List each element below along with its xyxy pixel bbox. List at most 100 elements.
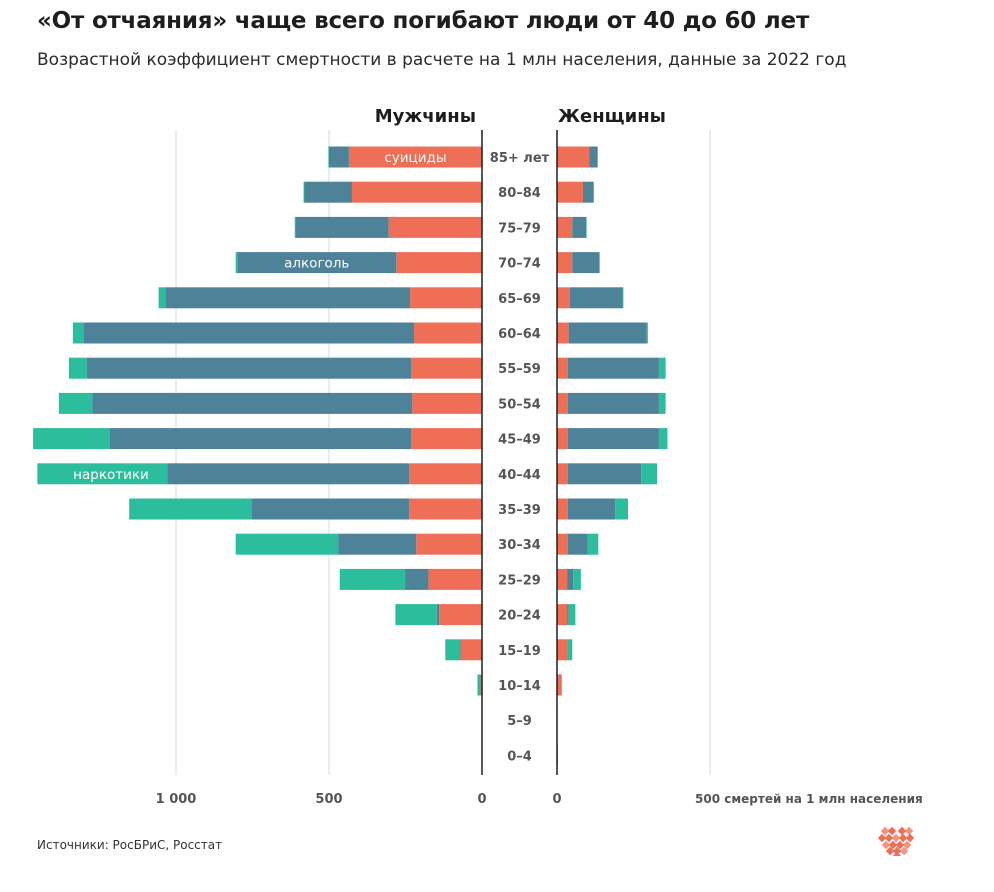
bar-women-suicide-5 <box>557 322 569 344</box>
category-label-4: 65–69 <box>498 292 541 307</box>
category-label-7: 50–54 <box>498 397 541 412</box>
bar-men-drugs-13 <box>395 604 437 626</box>
bar-women-suicide-11 <box>557 533 568 555</box>
annotation-alcohol-1: алкоголь <box>284 256 349 272</box>
bar-men-alcohol-0 <box>329 146 349 168</box>
bar-men-alcohol-5 <box>83 322 415 344</box>
bar-men-alcohol-4 <box>165 287 411 309</box>
bar-women-alcohol-2 <box>572 216 587 238</box>
annotation-alcohol-2: наркотики <box>73 467 149 483</box>
bar-men-alcohol-6 <box>86 357 412 379</box>
tick-label-men-500: 500 <box>315 792 342 807</box>
tick-label-men-1000: 1 000 <box>156 792 197 807</box>
bar-women-suicide-9 <box>557 463 568 485</box>
bar-men-suicide-2 <box>388 216 482 238</box>
bar-women-suicide-0 <box>557 146 590 168</box>
population-pyramid-chart: 85+ лет 80–84 75–79 70–74 65–69 60–64 55–59 50–… <box>33 106 923 807</box>
bar-men-suicide-11 <box>416 533 482 555</box>
bar-women-drugs-9 <box>641 463 658 485</box>
category-label-11: 30–34 <box>498 538 541 553</box>
bar-men-drugs-8 <box>33 428 110 450</box>
bar-men-drugs-0 <box>328 146 329 168</box>
bar-men-suicide-14 <box>460 639 482 661</box>
bar-women-alcohol-12 <box>567 568 574 590</box>
bar-men-suicide-0 <box>348 146 482 168</box>
bar-men-alcohol-14 <box>459 639 461 661</box>
category-label-17: 0–4 <box>507 749 532 764</box>
bar-men-alcohol-1 <box>304 181 352 203</box>
bar-women-suicide-14 <box>557 639 568 661</box>
bar-women-drugs-12 <box>573 568 581 590</box>
bar-women-suicide-7 <box>557 392 568 414</box>
bar-women-alcohol-14 <box>567 639 568 661</box>
category-label-15: 10–14 <box>498 679 541 694</box>
tick-label-women-0: 0 <box>552 792 561 807</box>
bar-women-alcohol-10 <box>567 498 616 520</box>
bar-men-suicide-8 <box>411 428 482 450</box>
panel-header-men: Мужчины <box>375 106 476 127</box>
bar-women-alcohol-7 <box>567 392 659 414</box>
category-label-8: 45–49 <box>498 433 541 448</box>
bar-men-drugs-4 <box>158 287 166 309</box>
bar-women-suicide-3 <box>557 252 573 274</box>
bar-men-suicide-6 <box>411 357 482 379</box>
bar-women-drugs-13 <box>568 604 576 626</box>
bar-men-alcohol-2 <box>295 216 389 238</box>
bar-men-drugs-5 <box>72 322 84 344</box>
bar-men-alcohol-12 <box>405 568 429 590</box>
bar-men-drugs-2 <box>294 216 296 238</box>
bar-men-alcohol-3 <box>237 252 397 274</box>
panel-header-women: Женщины <box>558 106 666 127</box>
annotation-suicide-0: суициды <box>384 150 446 166</box>
bar-men-suicide-4 <box>410 287 482 309</box>
bar-women-alcohol-11 <box>567 533 588 555</box>
bar-men-suicide-3 <box>396 252 482 274</box>
bar-men-drugs-11 <box>235 533 339 555</box>
bar-women-suicide-12 <box>557 568 568 590</box>
bar-women-drugs-15 <box>561 674 562 696</box>
bar-women-suicide-4 <box>557 287 570 309</box>
bar-men-alcohol-11 <box>338 533 417 555</box>
bar-women-alcohol-6 <box>567 357 659 379</box>
bar-women-alcohol-3 <box>572 252 600 274</box>
bar-men-drugs-7 <box>58 392 93 414</box>
bar-women-drugs-3 <box>599 252 600 274</box>
bar-men-suicide-10 <box>409 498 482 520</box>
bar-men-drugs-3 <box>235 252 238 274</box>
bar-women-alcohol-5 <box>568 322 647 344</box>
category-label-2: 75–79 <box>498 221 541 236</box>
chart-title: «От отчаяния» чаще всего погибают люди о… <box>37 8 810 34</box>
logo-cell <box>904 826 914 836</box>
bar-men-alcohol-13 <box>436 604 440 626</box>
category-label-3: 70–74 <box>498 257 541 272</box>
logo-cell <box>892 851 902 856</box>
bar-men-suicide-15 <box>480 674 482 696</box>
category-label-0: 85+ лет <box>490 151 550 166</box>
category-label-16: 5–9 <box>507 714 532 729</box>
source-note: Источники: РосБРиС, Росстат <box>37 838 223 852</box>
bar-women-drugs-5 <box>646 322 648 344</box>
category-label-5: 60–64 <box>498 327 541 342</box>
bar-men-drugs-6 <box>68 357 87 379</box>
bar-women-drugs-6 <box>658 357 666 379</box>
bar-women-alcohol-8 <box>567 428 659 450</box>
bar-men-suicide-1 <box>351 181 482 203</box>
bar-women-suicide-10 <box>557 498 568 520</box>
bar-women-alcohol-1 <box>583 181 594 203</box>
bar-men-alcohol-9 <box>167 463 410 485</box>
category-label-6: 55–59 <box>498 362 541 377</box>
bar-men-drugs-14 <box>445 639 460 661</box>
brand-logo-icon <box>878 826 915 856</box>
tick-label-men-0: 0 <box>477 792 486 807</box>
category-label-12: 25–29 <box>498 573 541 588</box>
category-label-9: 40–44 <box>498 468 541 483</box>
category-label-14: 15–19 <box>498 644 541 659</box>
bar-men-suicide-9 <box>409 463 482 485</box>
bar-men-drugs-10 <box>129 498 252 520</box>
bar-men-drugs-9 <box>37 463 168 485</box>
bar-men-suicide-7 <box>412 392 482 414</box>
bar-women-drugs-10 <box>615 498 628 520</box>
bar-women-suicide-13 <box>557 604 568 626</box>
bar-women-suicide-8 <box>557 428 568 450</box>
bar-women-suicide-15 <box>557 674 562 696</box>
